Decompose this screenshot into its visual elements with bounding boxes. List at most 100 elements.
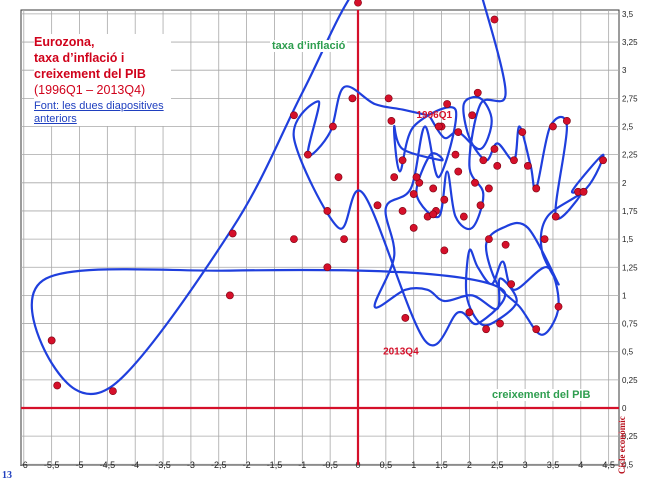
x-tick-label: -2,5 bbox=[211, 460, 227, 470]
title-line-3: creixement del PIB bbox=[34, 67, 146, 81]
x-tick-label: 3,5 bbox=[547, 460, 560, 470]
data-point bbox=[334, 173, 343, 182]
data-point bbox=[540, 235, 549, 243]
data-point bbox=[429, 210, 438, 219]
x-tick-label: 1,5 bbox=[435, 460, 448, 470]
y-tick-label: 0 bbox=[622, 404, 627, 413]
data-point bbox=[496, 319, 504, 328]
data-point bbox=[459, 212, 468, 221]
y-tick-label: 0,25 bbox=[622, 432, 638, 441]
x-tick-label: -0,5 bbox=[322, 460, 338, 470]
y-tick-label: 3,25 bbox=[622, 38, 638, 47]
x-tick-label: -5 bbox=[75, 460, 83, 470]
source-link[interactable]: Font: les dues diapositives anteriors bbox=[34, 100, 164, 125]
y-tick-label: 1 bbox=[622, 291, 627, 300]
data-point bbox=[340, 235, 348, 243]
y-tick-label: 1,5 bbox=[622, 235, 634, 244]
title-period: (1996Q1 – 2013Q4) bbox=[34, 83, 146, 97]
axes bbox=[21, 10, 619, 465]
x-tick-label: -3 bbox=[187, 460, 195, 470]
data-point bbox=[109, 387, 117, 396]
y-tick-label: 2,5 bbox=[622, 123, 634, 132]
end-label: 2013Q4 bbox=[383, 347, 419, 358]
data-point bbox=[579, 187, 588, 196]
x-tick-label: 4 bbox=[578, 460, 583, 470]
x-tick-label: -4 bbox=[131, 460, 139, 470]
data-point bbox=[507, 280, 516, 289]
x-tick-label: -3,5 bbox=[155, 460, 171, 470]
data-point bbox=[468, 111, 477, 120]
x-tick-label: 1 bbox=[411, 460, 416, 470]
data-point bbox=[225, 291, 234, 300]
data-point bbox=[490, 15, 499, 24]
data-point bbox=[323, 263, 332, 272]
data-point bbox=[451, 150, 460, 159]
data-point bbox=[482, 325, 491, 334]
data-point bbox=[47, 336, 56, 345]
y-tick-label: 2,25 bbox=[622, 151, 638, 160]
data-point bbox=[398, 207, 407, 215]
data-point bbox=[523, 162, 532, 170]
data-point bbox=[551, 212, 560, 221]
data-point bbox=[473, 88, 482, 97]
data-point bbox=[465, 308, 474, 317]
data-point bbox=[228, 229, 237, 238]
tick-labels: -6 -5,5 -5 -4,5 -4 -3,5 -3 -2,5 -2 -1,5 -1 -0,5 0 0,5… bbox=[20, 10, 638, 470]
data-point bbox=[490, 145, 499, 153]
data-point bbox=[493, 162, 502, 170]
x-tick-label: -2 bbox=[243, 460, 251, 470]
data-point bbox=[401, 314, 410, 322]
slide-number: 13 bbox=[2, 470, 12, 481]
y-tick-label: 2 bbox=[622, 179, 627, 188]
title-box: Eurozona, taxa d’inflació i creixement d… bbox=[34, 34, 171, 126]
slide-tag: Cicle econòmic bbox=[617, 416, 627, 474]
y-tick-label: 2,75 bbox=[622, 94, 638, 103]
data-point bbox=[290, 235, 298, 243]
x-axis-label: creixement del PIB bbox=[490, 389, 593, 401]
data-point bbox=[409, 223, 418, 232]
data-point bbox=[554, 302, 563, 311]
data-point bbox=[562, 116, 571, 125]
x-tick-label: 2,5 bbox=[491, 460, 504, 470]
data-point bbox=[518, 128, 527, 137]
data-point bbox=[440, 195, 449, 204]
data-point bbox=[532, 184, 541, 193]
data-point bbox=[532, 325, 541, 334]
data-point bbox=[549, 122, 557, 131]
x-tick-label: 4,5 bbox=[602, 460, 615, 470]
y-tick-label: 1,25 bbox=[622, 263, 638, 272]
data-point bbox=[484, 184, 493, 193]
data-point bbox=[599, 156, 607, 165]
y-tick-label: 3 bbox=[622, 66, 627, 75]
y-tick-label: 0,5 bbox=[622, 348, 634, 357]
markers bbox=[47, 0, 607, 396]
y-tick-label: 0,25 bbox=[622, 376, 638, 385]
data-point bbox=[398, 156, 407, 165]
data-point bbox=[510, 156, 518, 165]
data-point bbox=[384, 94, 393, 103]
data-point bbox=[409, 190, 418, 198]
data-point bbox=[454, 128, 463, 137]
x-tick-label: 0,5 bbox=[380, 460, 393, 470]
data-point bbox=[479, 156, 488, 165]
x-tick-label: -1 bbox=[298, 460, 306, 470]
y-axis-label: taxa d’inflació bbox=[270, 40, 348, 52]
data-point bbox=[390, 173, 399, 182]
data-point bbox=[329, 122, 337, 131]
data-point bbox=[53, 381, 62, 390]
y-tick-label: 3,5 bbox=[622, 10, 634, 19]
x-tick-label: -4,5 bbox=[100, 460, 116, 470]
title-line-2: taxa d’inflació i bbox=[34, 51, 125, 65]
x-tick-label: -5,5 bbox=[44, 460, 60, 470]
data-point bbox=[348, 94, 357, 103]
y-tick-label: 0,75 bbox=[622, 320, 638, 329]
data-point bbox=[476, 201, 485, 210]
y-tick-label: 0,5 bbox=[622, 460, 634, 469]
data-point bbox=[484, 235, 493, 243]
x-tick-label: 3 bbox=[523, 460, 528, 470]
start-label: 1996Q1 bbox=[416, 110, 452, 121]
data-point bbox=[471, 178, 479, 187]
data-point bbox=[290, 111, 298, 120]
data-point bbox=[354, 0, 362, 7]
